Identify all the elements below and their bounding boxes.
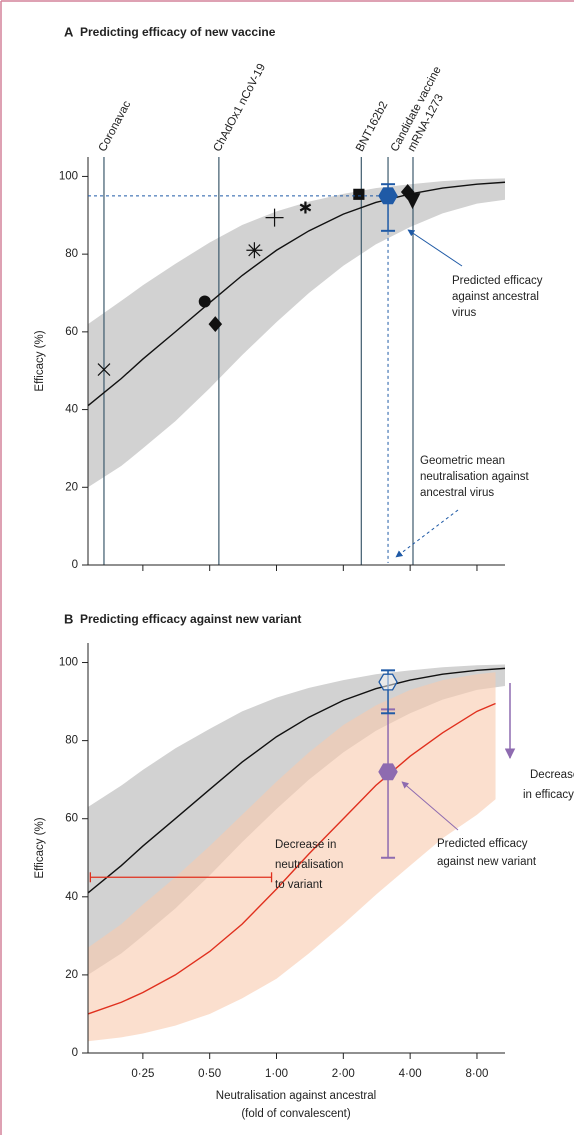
confidence-band: [88, 664, 505, 975]
y-axis-label: Efficacy (%): [34, 330, 46, 391]
vaccine-label: BNT162b2: [354, 100, 390, 154]
x-tick-label: 1·00: [265, 1068, 288, 1080]
hexagon-point: [378, 187, 398, 205]
annotation: Decrease: [530, 769, 574, 781]
point: [198, 295, 211, 308]
annotation: neutralisation: [275, 859, 343, 871]
annotation: neutralisation against: [420, 471, 529, 483]
y-tick-label: 80: [65, 248, 78, 260]
y-tick-label: 40: [65, 891, 78, 903]
point: [353, 188, 365, 200]
x-tick-label: 2·00: [332, 1068, 355, 1080]
annotation: Geometric mean: [420, 455, 505, 467]
annotation: Predicted efficacy: [437, 838, 528, 850]
point: [208, 316, 223, 333]
x-tick-label: 0·25: [131, 1068, 154, 1080]
x-tick-label: 0·50: [198, 1068, 221, 1080]
y-tick-label: 80: [65, 735, 78, 747]
annotation: ancestral virus: [420, 487, 494, 499]
x-tick-label: 8·00: [465, 1068, 488, 1080]
annotation: virus: [452, 307, 477, 319]
panel-title: Predicting efficacy against new variant: [80, 612, 301, 626]
confidence-band: [88, 672, 496, 1042]
hexagon-point: [378, 673, 398, 691]
leader: [401, 781, 459, 831]
point: [97, 363, 111, 376]
x-axis-label: (fold of convalescent): [241, 1108, 350, 1120]
y-tick-label: 20: [65, 969, 78, 981]
hexagon-point: [378, 763, 398, 781]
point: [246, 242, 263, 259]
leader: [395, 509, 459, 558]
y-tick-label: 100: [59, 657, 78, 669]
y-tick-label: 0: [72, 559, 78, 571]
panel-letter: A: [64, 24, 74, 39]
y-tick-label: 100: [59, 170, 78, 182]
curve: [87, 667, 506, 894]
x-tick-label: 4·00: [399, 1068, 422, 1080]
vaccine-label: ChAdOx1 nCoV-19: [212, 62, 269, 154]
point: [299, 201, 312, 214]
y-tick-label: 20: [65, 481, 78, 493]
annotation: Decrease in: [275, 839, 336, 851]
panel-letter: B: [64, 611, 73, 626]
annotation: in efficacy: [523, 789, 574, 801]
annotation: to variant: [275, 879, 323, 891]
y-tick-label: 60: [65, 326, 78, 338]
y-tick-label: 0: [72, 1047, 78, 1059]
leader: [407, 229, 463, 267]
vaccine-label: Coronavac: [97, 99, 134, 154]
x-axis-label: Neutralisation against ancestral: [216, 1090, 376, 1102]
point: [404, 193, 421, 210]
curve: [87, 181, 506, 407]
curve: [87, 702, 496, 1015]
panel-title: Predicting efficacy of new vaccine: [80, 25, 276, 39]
annotation: Predicted efficacy: [452, 275, 543, 287]
confidence-band: [88, 178, 505, 488]
y-tick-label: 40: [65, 404, 78, 416]
annotation: against new variant: [437, 856, 537, 868]
y-axis-label: Efficacy (%): [34, 817, 46, 878]
point: [265, 208, 284, 227]
y-tick-label: 60: [65, 813, 78, 825]
annotation: against ancestral: [452, 291, 539, 303]
